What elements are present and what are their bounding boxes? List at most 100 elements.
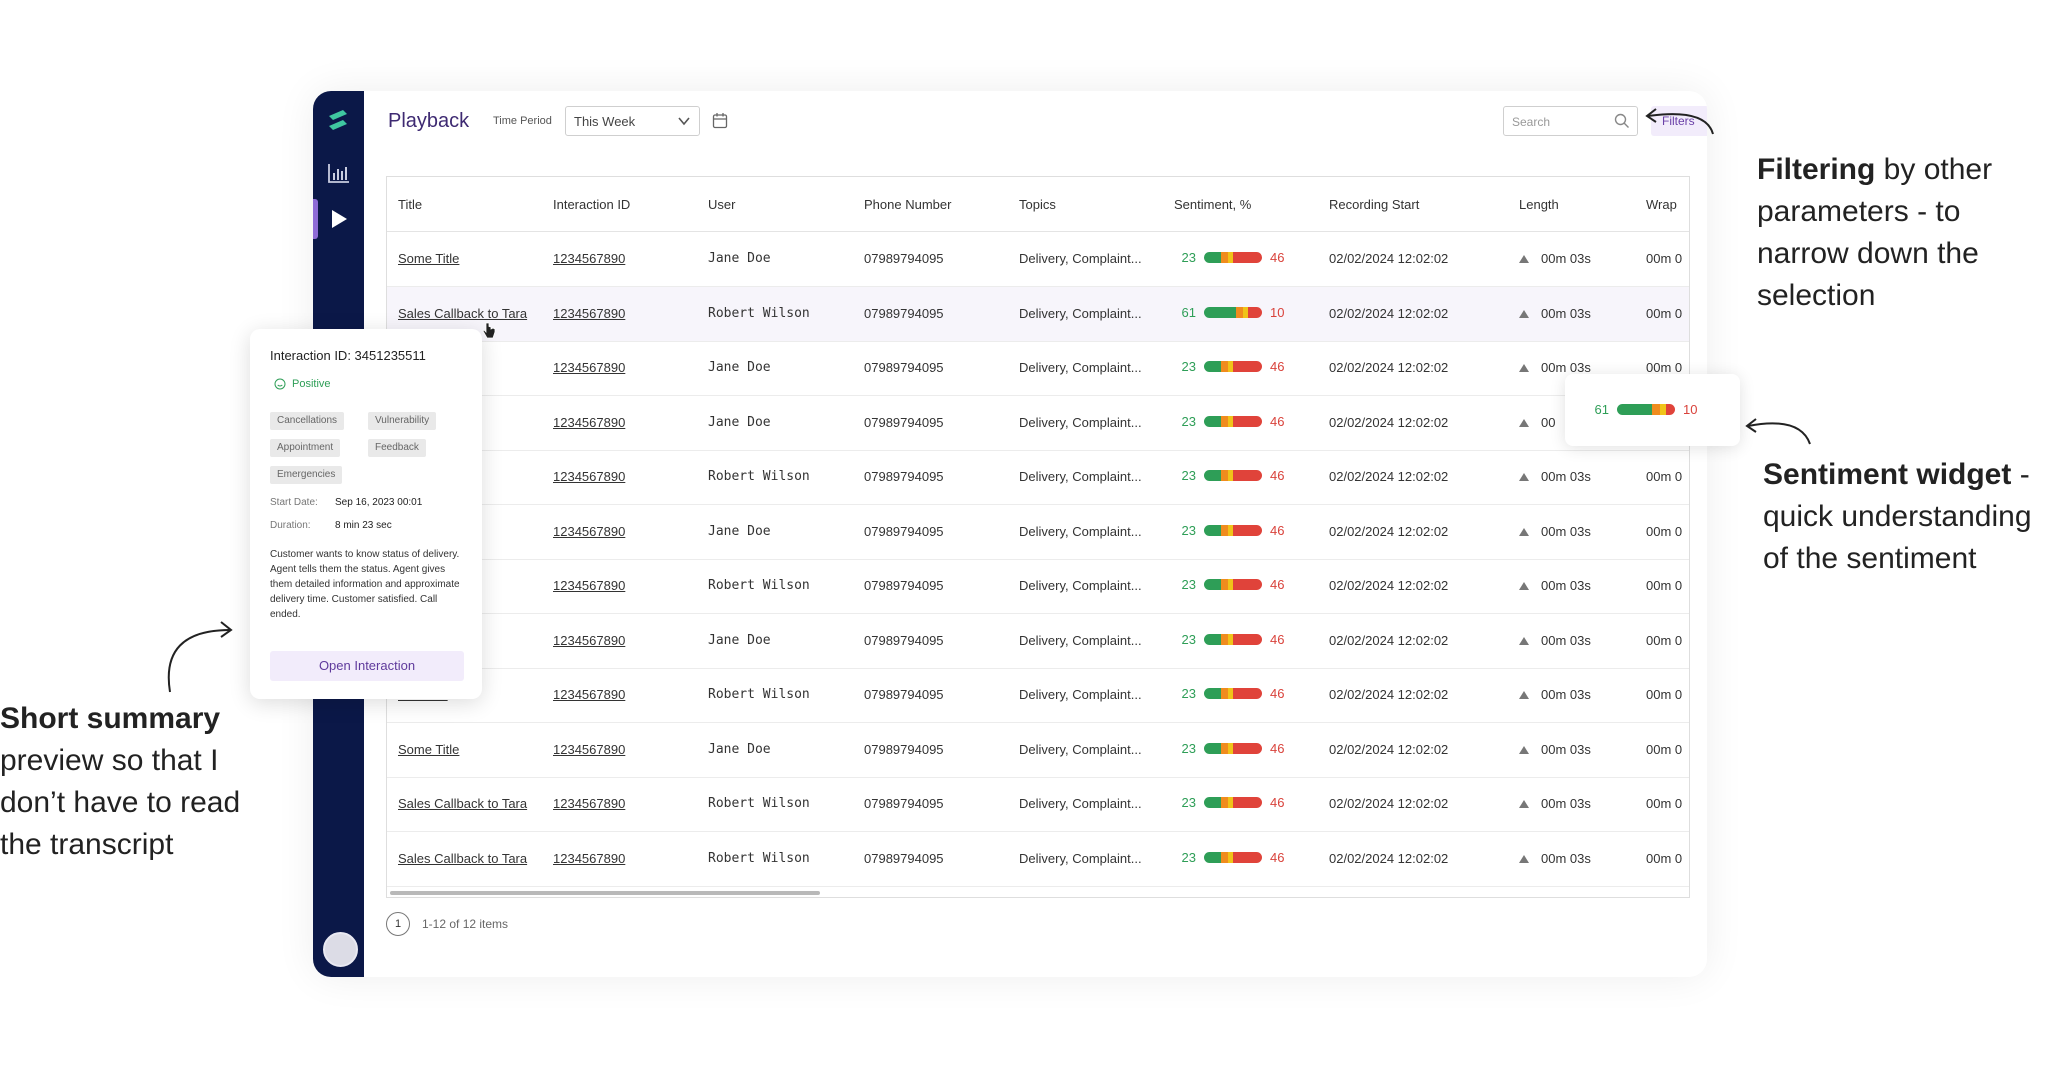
row-wrap: 00m 0: [1646, 796, 1683, 811]
row-topics: Delivery, Complaint...: [1019, 469, 1142, 484]
table-row[interactable]: Sales Callback to Tara 1234567890 Robert W…: [387, 286, 1689, 342]
table-row[interactable]: Some Title 1234567890 Jane Doe 07989794095 D…: [387, 723, 1689, 778]
row-length-value: 00m 03s: [1541, 523, 1591, 539]
row-phone: 07989794095: [864, 251, 944, 266]
play-up-icon[interactable]: [1519, 473, 1529, 481]
table-row[interactable]: 1234567890 Jane Doe 07989794095 Delivery, C…: [387, 396, 1689, 451]
play-up-icon[interactable]: [1519, 364, 1529, 372]
row-title-link[interactable]: Sales Callback to Tara: [398, 796, 528, 811]
row-title-link[interactable]: Some Title: [398, 251, 460, 266]
table-row[interactable]: 1234567890 Jane Doe 07989794095 Delivery, C…: [387, 341, 1689, 396]
sentiment-negative: 46: [1270, 795, 1285, 810]
annotation-filtering: Filtering by other parameters - to narro…: [1757, 149, 2017, 317]
row-interaction-id-link[interactable]: 1234567890: [553, 578, 626, 593]
table-row[interactable]: Sales Callback to Tara 1234567890 Robert W…: [387, 832, 1689, 887]
row-recording-start: 02/02/2024 12:02:02: [1329, 251, 1449, 266]
play-up-icon[interactable]: [1519, 582, 1529, 590]
row-recording-start: 02/02/2024 12:02:02: [1329, 360, 1449, 375]
row-recording-start: 02/02/2024 12:02:02: [1329, 305, 1449, 321]
row-interaction-id-link[interactable]: 1234567890: [553, 414, 626, 430]
column-header-sentiment[interactable]: Sentiment, %: [1174, 197, 1252, 212]
row-sentiment[interactable]: 23 46: [1174, 686, 1285, 701]
play-up-icon[interactable]: [1519, 527, 1529, 536]
row-title-link[interactable]: Sales Callback to Tara: [398, 850, 528, 866]
play-up-icon[interactable]: [1519, 691, 1529, 699]
play-up-icon[interactable]: [1519, 800, 1529, 808]
column-header-length[interactable]: Length: [1519, 197, 1559, 212]
smile-icon: [274, 378, 286, 390]
column-header-interaction-id[interactable]: Interaction ID: [553, 197, 631, 212]
column-header-wrap[interactable]: Wrap: [1646, 197, 1677, 212]
row-sentiment[interactable]: 23 46: [1174, 795, 1285, 810]
sentiment-positive: 23: [1181, 849, 1196, 865]
filters-button[interactable]: Filters: [1651, 106, 1707, 136]
play-up-icon[interactable]: [1519, 636, 1529, 645]
row-interaction-id-link[interactable]: 1234567890: [553, 469, 626, 484]
row-title-link[interactable]: Sales Callback to Tara: [398, 305, 528, 321]
interaction-summary-popup: Interaction ID: 3451235511 Positive Canc…: [250, 329, 482, 699]
calendar-icon[interactable]: [712, 112, 728, 129]
chevron-down-icon: [678, 117, 690, 126]
row-length-value: 00m 03s: [1541, 578, 1591, 593]
row-wrap: 00m 0: [1646, 578, 1683, 593]
sentiment-negative: 46: [1270, 686, 1285, 701]
search-input[interactable]: Search: [1503, 106, 1638, 136]
row-interaction-id-link[interactable]: 1234567890: [553, 523, 626, 539]
row-interaction-id-link[interactable]: 1234567890: [553, 360, 626, 375]
sentiment-negative: 46: [1270, 849, 1285, 865]
column-header-title[interactable]: Title: [398, 197, 423, 212]
pagination-info: 1-12 of 12 items: [422, 917, 509, 931]
row-interaction-id-link[interactable]: 1234567890: [553, 305, 626, 321]
sentiment-bar: [1204, 742, 1262, 754]
row-sentiment[interactable]: 23 46: [1174, 359, 1285, 374]
row-sentiment[interactable]: 23 46: [1174, 414, 1285, 429]
row-sentiment[interactable]: 23 46: [1174, 522, 1285, 538]
sidebar-item-playback[interactable]: [313, 199, 364, 239]
row-topics: Delivery, Complaint...: [1019, 796, 1142, 811]
row-interaction-id-link[interactable]: 1234567890: [553, 850, 626, 866]
play-up-icon[interactable]: [1519, 255, 1529, 263]
table-row[interactable]: Some Title 1234567890 Jane Doe 07989794095 D…: [387, 232, 1689, 287]
open-interaction-button[interactable]: Open Interaction: [270, 651, 464, 681]
table-row[interactable]: Sales Callback to Tara 1234567890 Robert W…: [387, 777, 1689, 832]
column-header-topics[interactable]: Topics: [1019, 197, 1056, 212]
row-sentiment[interactable]: 61 10: [1174, 305, 1285, 320]
page-number-button[interactable]: 1: [386, 912, 410, 936]
row-sentiment[interactable]: 23 46: [1174, 849, 1285, 865]
row-sentiment[interactable]: 23 46: [1174, 468, 1285, 483]
play-up-icon[interactable]: [1519, 418, 1529, 427]
row-sentiment[interactable]: 23 46: [1174, 741, 1285, 756]
sidebar-item-analytics[interactable]: [313, 153, 364, 193]
row-sentiment[interactable]: 23 46: [1174, 632, 1285, 647]
row-interaction-id-link[interactable]: 1234567890: [553, 741, 626, 757]
row-sentiment[interactable]: 23 46: [1174, 577, 1285, 592]
annotation-summary-text: preview so that I don’t have to read the…: [0, 744, 241, 861]
horizontal-scrollbar[interactable]: [390, 891, 820, 895]
sentiment-bar: [1204, 470, 1262, 481]
row-sentiment[interactable]: 23 46: [1174, 250, 1285, 265]
sentiment-bar: [1617, 404, 1675, 415]
table-row[interactable]: 1234567890 Jane Doe 07989794095 Delivery, C…: [387, 614, 1689, 669]
table-row[interactable]: 1234567890 Jane Doe 07989794095 Delivery, C…: [387, 505, 1689, 560]
column-header-phone[interactable]: Phone Number: [864, 197, 952, 212]
sentiment-negative: 46: [1270, 250, 1285, 265]
play-up-icon[interactable]: [1519, 309, 1529, 318]
row-interaction-id-link[interactable]: 1234567890: [553, 796, 626, 811]
sentiment-bar: [1204, 415, 1262, 427]
annotation-sentiment-bold: Sentiment widget: [1763, 458, 2012, 491]
play-up-icon[interactable]: [1519, 854, 1529, 863]
sentiment-negative: 46: [1270, 522, 1285, 538]
avatar[interactable]: [323, 932, 358, 967]
play-up-icon[interactable]: [1519, 745, 1529, 754]
column-header-user[interactable]: User: [708, 197, 736, 212]
row-title-link[interactable]: Some Title: [398, 741, 460, 757]
column-header-recording-start[interactable]: Recording Start: [1329, 197, 1420, 212]
time-period-select[interactable]: This Week: [565, 106, 700, 136]
row-interaction-id-link[interactable]: 1234567890: [553, 687, 626, 702]
row-wrap: 00m 0: [1646, 360, 1683, 375]
row-interaction-id-link[interactable]: 1234567890: [553, 632, 626, 648]
row-interaction-id-link[interactable]: 1234567890: [553, 251, 626, 266]
